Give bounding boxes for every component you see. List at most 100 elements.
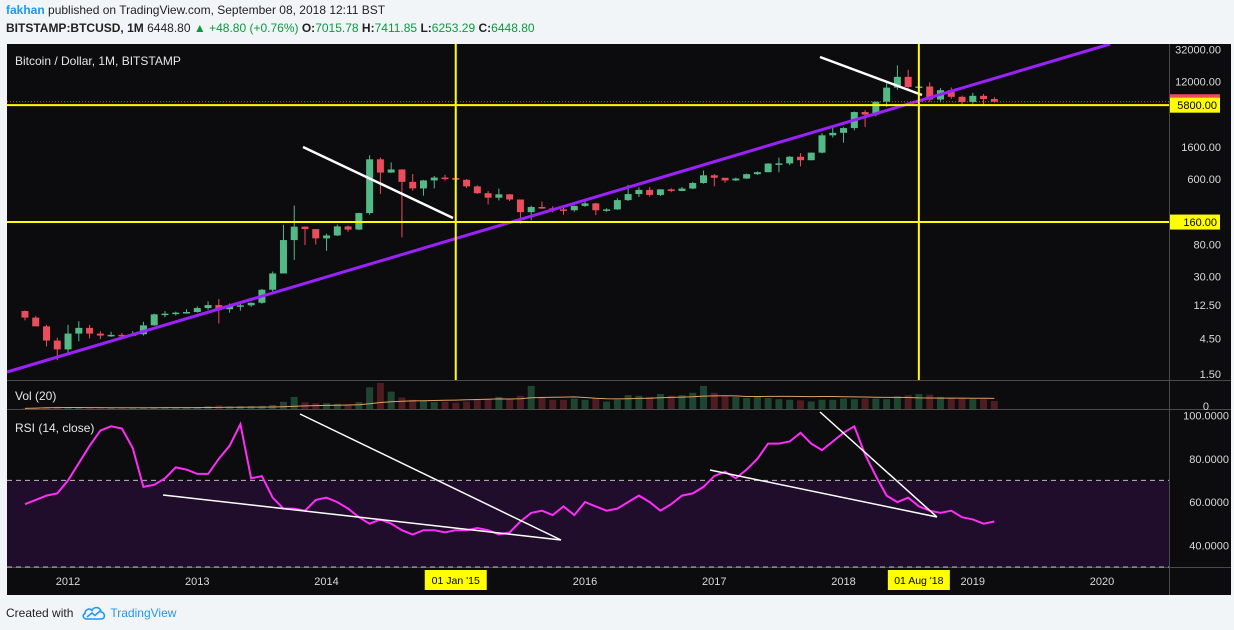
candle-body [139,325,147,335]
volume-bar [872,398,880,409]
rsi-group [24,411,995,541]
volume-bar [646,396,654,409]
price-axis-marker-label: 160.00 [1183,217,1217,229]
rsi-axis-tick-label: 80.0000 [1189,454,1229,466]
volume-bar [700,385,708,409]
volume-bar [840,398,848,409]
chart-area[interactable]: 32000.00 12000.00 1600.00 600.00 80.00 30.00 1… [0,0,1234,600]
candle-body [678,188,686,191]
candle-body [463,179,471,187]
price-axis-tick-label: 1600.00 [1181,142,1221,154]
candle-body [344,226,352,230]
candle-body [667,189,675,191]
volume-bar [398,397,406,409]
candle-body [215,305,223,310]
high-value: 7411.85 [374,21,418,35]
volume-bar [624,395,632,409]
candle-body [269,273,277,290]
candle-body [710,175,718,178]
candle-body [775,163,783,165]
volume-bar [829,399,837,409]
candle-body [495,194,503,198]
close-label: C: [478,21,492,35]
price-axis-marker-label: 5800.00 [1177,100,1217,112]
rsi-axis-tick-label: 60.0000 [1189,497,1229,509]
price-axis-tick-label: 30.00 [1193,272,1221,284]
volume-bar [753,396,761,409]
price-pane-title: Bitcoin / Dollar, 1M, BITSTAMP [15,54,181,68]
time-axis-marker-label: 01 Jan '15 [432,575,480,587]
volume-bar [581,399,589,409]
tradingview-brand[interactable]: TradingView [110,606,177,620]
rsi-axis-tick-label: 100.0000 [1183,410,1229,422]
candle-body [646,189,654,195]
volume-bar [883,399,891,409]
volume-bar [376,383,384,409]
author-link[interactable]: fakhan [6,3,45,17]
tradingview-cloud-icon [82,606,106,620]
rsi-band [7,480,1169,567]
candle-body [560,209,568,211]
rsi-resistance-line-1 [299,413,562,541]
volume-bar [807,401,815,409]
volume-bar [355,402,363,409]
candle-body [506,194,514,200]
volume-bar [570,398,578,409]
candle-body [247,302,255,306]
candle-body [538,207,546,209]
candle-body [990,98,998,102]
candle-body [969,95,977,102]
created-with-text: Created with [6,606,74,620]
candle-body [484,193,492,198]
volume-bar [183,407,191,409]
candle-body [592,203,600,211]
candle-body [409,181,417,189]
candle-body [236,305,244,307]
price-downtrend-line-2014 [302,145,454,220]
candle-body [883,87,891,102]
candle-body [764,163,772,173]
time-axis-tick-label: 2020 [1090,576,1114,588]
volume-pane-title: Vol (20) [15,389,56,403]
volume-bar [139,407,147,409]
rsi-axis-tick-label: 40.0000 [1189,540,1229,552]
volume-bar [75,407,83,409]
volume-bar [635,395,643,409]
candle-body [204,305,212,309]
time-axis-tick-label: 2013 [185,576,209,588]
candle-body [980,95,988,99]
volume-bar [161,407,169,409]
volume-bar [484,398,492,409]
volume-bar [689,392,697,409]
volume-bar [743,398,751,409]
candle-body [732,178,740,181]
candle-body [656,189,664,195]
close-value: 6448.80 [491,21,535,35]
open-value: 7015.78 [315,21,359,35]
candle-body [796,156,804,161]
volume-bar [732,396,740,409]
candle-body [53,340,61,350]
candle-body [861,112,869,115]
candle-body [904,76,912,87]
volume-bar [333,403,341,409]
time-axis-tick-label: 2018 [831,576,855,588]
time-axis-tick-label: 2012 [56,576,80,588]
candle-body [570,205,578,211]
change-up-icon: ▲ [193,21,206,35]
volume-bar [893,396,901,409]
open-label: O: [301,21,316,35]
candle-body [958,96,966,102]
volume-bar [710,392,718,409]
volume-bar [915,393,923,409]
volume-bar [613,399,621,409]
candle-body [840,128,848,133]
candle-body [721,177,729,181]
symbol-info-line: BITSTAMP:BTCUSD, 1M 6448.80 ▲ +48.80 (+0… [6,21,535,38]
volume-axis-tick-label: 0 [1203,401,1209,413]
candle-body [430,177,438,181]
candle-body [743,174,751,179]
candle-body [64,333,72,350]
volume-bar [958,398,966,409]
volume-bar [796,400,804,409]
